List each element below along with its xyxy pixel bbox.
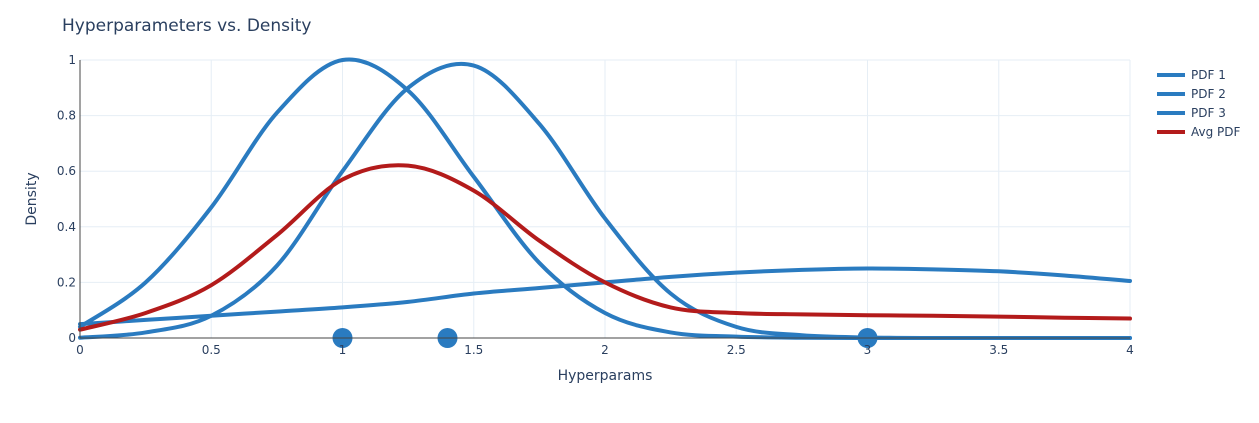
legend-label: PDF 1 — [1191, 68, 1226, 82]
y-tick-label: 0.8 — [57, 109, 76, 123]
legend-item-pdf-2[interactable]: PDF 2 — [1157, 87, 1226, 101]
x-tick-label: 4 — [1126, 343, 1134, 357]
x-tick-label: 1 — [339, 343, 347, 357]
y-tick-label: 0 — [68, 331, 76, 345]
chart-title: Hyperparameters vs. Density — [62, 16, 311, 36]
legend-item-avg-pdf[interactable]: Avg PDF — [1157, 125, 1241, 139]
y-tick-label: 1 — [68, 53, 76, 67]
y-axis-title: Density — [24, 172, 40, 225]
legend-label: PDF 2 — [1191, 87, 1226, 101]
grid — [80, 59, 1131, 338]
legend-label: Avg PDF — [1191, 125, 1241, 139]
x-axis-title: Hyperparams — [558, 368, 653, 384]
x-tick-label: 0.5 — [202, 343, 221, 357]
y-tick-label: 0.4 — [57, 220, 76, 234]
x-tick-label: 0 — [76, 343, 84, 357]
x-tick-label: 3 — [864, 343, 872, 357]
series-line-avg-pdf — [78, 163, 1132, 332]
x-tick-label: 2 — [601, 343, 609, 357]
legend[interactable]: PDF 1 PDF 2 PDF 3 Avg PDF — [1157, 68, 1241, 139]
axes: 0 0.5 1 1.5 2 2.5 3 3.5 4 0 0.2 0.4 0.6 0.8 1 — [57, 53, 1134, 357]
x-tick-label: 1.5 — [464, 343, 483, 357]
legend-item-pdf-3[interactable]: PDF 3 — [1157, 106, 1226, 120]
legend-item-pdf-1[interactable]: PDF 1 — [1157, 68, 1226, 82]
x-tick-label: 3.5 — [989, 343, 1008, 357]
x-tick-label: 2.5 — [727, 343, 746, 357]
legend-label: PDF 3 — [1191, 106, 1226, 120]
y-tick-label: 0.2 — [57, 275, 76, 289]
y-tick-label: 0.6 — [57, 164, 76, 178]
